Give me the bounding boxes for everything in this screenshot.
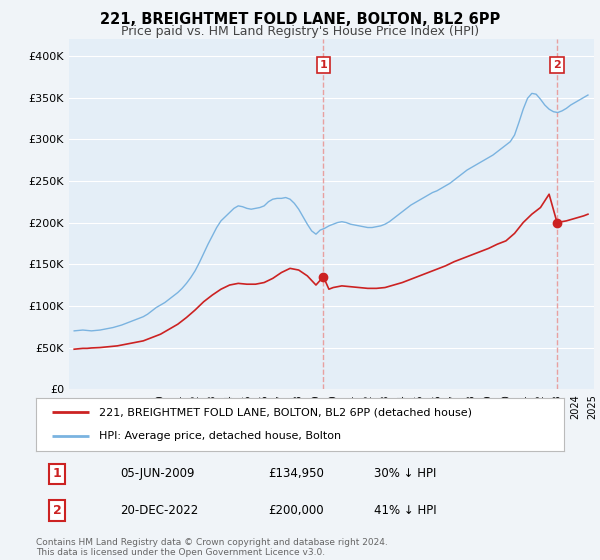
Text: 221, BREIGHTMET FOLD LANE, BOLTON, BL2 6PP (detached house): 221, BREIGHTMET FOLD LANE, BOLTON, BL2 6… <box>100 408 472 418</box>
Text: £134,950: £134,950 <box>268 467 324 480</box>
Text: HPI: Average price, detached house, Bolton: HPI: Average price, detached house, Bolt… <box>100 431 341 441</box>
Text: 2: 2 <box>553 60 561 70</box>
Text: Contains HM Land Registry data © Crown copyright and database right 2024.
This d: Contains HM Land Registry data © Crown c… <box>36 538 388 557</box>
Text: 41% ↓ HPI: 41% ↓ HPI <box>374 504 437 517</box>
Text: 20-DEC-2022: 20-DEC-2022 <box>121 504 199 517</box>
Text: Price paid vs. HM Land Registry's House Price Index (HPI): Price paid vs. HM Land Registry's House … <box>121 25 479 38</box>
Text: 221, BREIGHTMET FOLD LANE, BOLTON, BL2 6PP: 221, BREIGHTMET FOLD LANE, BOLTON, BL2 6… <box>100 12 500 27</box>
Text: 1: 1 <box>53 467 61 480</box>
Text: 1: 1 <box>320 60 327 70</box>
Text: £200,000: £200,000 <box>268 504 324 517</box>
Text: 30% ↓ HPI: 30% ↓ HPI <box>374 467 436 480</box>
Text: 2: 2 <box>53 504 61 517</box>
Text: 05-JUN-2009: 05-JUN-2009 <box>121 467 195 480</box>
